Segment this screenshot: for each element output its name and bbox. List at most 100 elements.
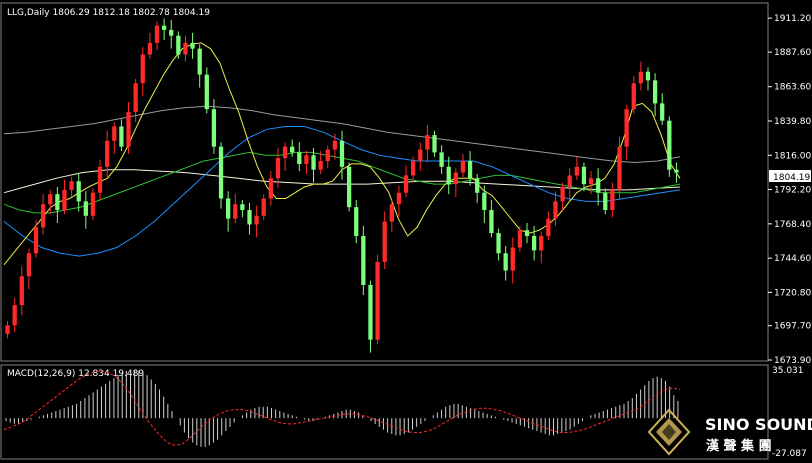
price-tick-label: 1816.00 xyxy=(774,151,811,161)
candle-body xyxy=(119,126,124,147)
candle-body xyxy=(105,140,110,167)
candle-body xyxy=(254,215,259,225)
price-tick-label: 1887.60 xyxy=(774,48,811,58)
candle-body xyxy=(41,204,46,228)
candle-body xyxy=(638,71,643,84)
price-panel: LLG,Daily 1806.29 1812.18 1802.78 1804.1… xyxy=(0,2,811,366)
candle-body xyxy=(546,218,551,236)
candle-body xyxy=(411,161,416,176)
candle-body xyxy=(233,204,238,219)
brand-logo: SINO SOUND 漢 聲 集 團 xyxy=(647,408,812,456)
candle-body xyxy=(482,192,487,211)
candle-body xyxy=(5,325,10,334)
candle-body xyxy=(176,35,181,55)
candle-body xyxy=(496,233,501,254)
candle-body xyxy=(539,235,544,251)
candle-body xyxy=(389,204,394,222)
candle-body xyxy=(596,178,601,193)
candle-body xyxy=(161,25,167,30)
price-tick-label: 1863.60 xyxy=(774,83,811,93)
macd-bottom-tick: -27.087 xyxy=(772,449,807,459)
candle-body xyxy=(247,210,252,225)
current-price-label: 1804.19 xyxy=(773,173,810,183)
candle-body xyxy=(311,155,316,170)
header-label: LLG,Daily 1806.29 1812.18 1802.78 1804.1… xyxy=(7,8,210,18)
candle-body xyxy=(261,198,266,216)
candle-body xyxy=(325,149,330,162)
price-panel-border xyxy=(0,2,769,362)
candle-body xyxy=(12,305,17,326)
candle-body xyxy=(147,42,153,55)
candle-body xyxy=(346,166,352,208)
candle-body xyxy=(83,201,88,216)
candle-body xyxy=(69,181,74,190)
candle-body xyxy=(183,42,188,55)
candle-body xyxy=(76,181,81,202)
candle-body xyxy=(211,109,217,147)
candle-body xyxy=(97,166,103,193)
candle-body xyxy=(588,178,594,185)
price-tick-label: 1911.20 xyxy=(774,14,811,24)
candle-body xyxy=(660,103,665,121)
macd-signal-line xyxy=(3,370,681,446)
current-price-box xyxy=(769,170,811,182)
price-tick-label: 1768.40 xyxy=(774,220,811,230)
candle-body xyxy=(304,155,309,164)
candle-body xyxy=(197,48,202,75)
macd-label: MACD(12,26,9) 12.834 19.489 xyxy=(7,369,144,379)
candle-body xyxy=(567,175,572,187)
price-axis: 1911.20 1887.60 1863.60 1839.80 1816.00 1792.… xyxy=(768,14,811,366)
candle-body xyxy=(517,230,523,248)
candle-body xyxy=(617,146,622,190)
candle-body xyxy=(403,175,409,193)
candle-body xyxy=(652,80,658,104)
candle-body xyxy=(62,189,67,211)
candle-body xyxy=(645,71,651,81)
candle-body xyxy=(332,140,338,150)
candle-body xyxy=(460,161,466,173)
candle-body xyxy=(90,192,96,216)
candle-body xyxy=(581,166,587,185)
candle-body xyxy=(140,54,145,84)
candle-body xyxy=(368,284,373,340)
candle-body xyxy=(489,210,494,234)
candle-body xyxy=(48,194,53,205)
candle-body xyxy=(55,194,60,211)
candle-body xyxy=(339,140,345,167)
candle-body xyxy=(560,186,565,202)
candle-body xyxy=(674,169,679,173)
candle-body xyxy=(610,189,615,211)
candle-body xyxy=(432,135,437,153)
candle-body xyxy=(475,178,480,193)
brand-text: SINO SOUND xyxy=(705,415,812,434)
candle-body xyxy=(467,161,473,179)
candle-body xyxy=(510,247,515,271)
candle-body xyxy=(418,149,423,162)
candle-body xyxy=(354,207,359,236)
candle-body xyxy=(154,25,160,43)
candle-body xyxy=(268,178,273,199)
candle-body xyxy=(382,221,387,262)
candle-body xyxy=(133,83,138,113)
candles xyxy=(5,18,679,353)
candle-body xyxy=(531,235,537,251)
diamond-logo-icon xyxy=(647,408,691,456)
candle-body xyxy=(524,230,530,236)
candle-body xyxy=(297,152,302,164)
candle-body xyxy=(396,192,402,205)
candle-body xyxy=(503,253,508,271)
candle-body xyxy=(33,227,39,254)
price-tick-label: 1720.80 xyxy=(774,288,811,298)
brand-text-cn: 漢 聲 集 團 xyxy=(706,438,772,454)
price-tick-label: 1792.20 xyxy=(774,186,811,196)
current-price-marker: 1804.19 xyxy=(769,170,811,183)
candle-body xyxy=(169,29,174,36)
candle-body xyxy=(204,74,209,110)
candle-body xyxy=(453,172,458,185)
candle-body xyxy=(425,135,430,150)
candle-body xyxy=(275,158,281,179)
candle-body xyxy=(226,198,231,219)
candle-body xyxy=(190,42,195,49)
candle-body xyxy=(603,192,608,211)
